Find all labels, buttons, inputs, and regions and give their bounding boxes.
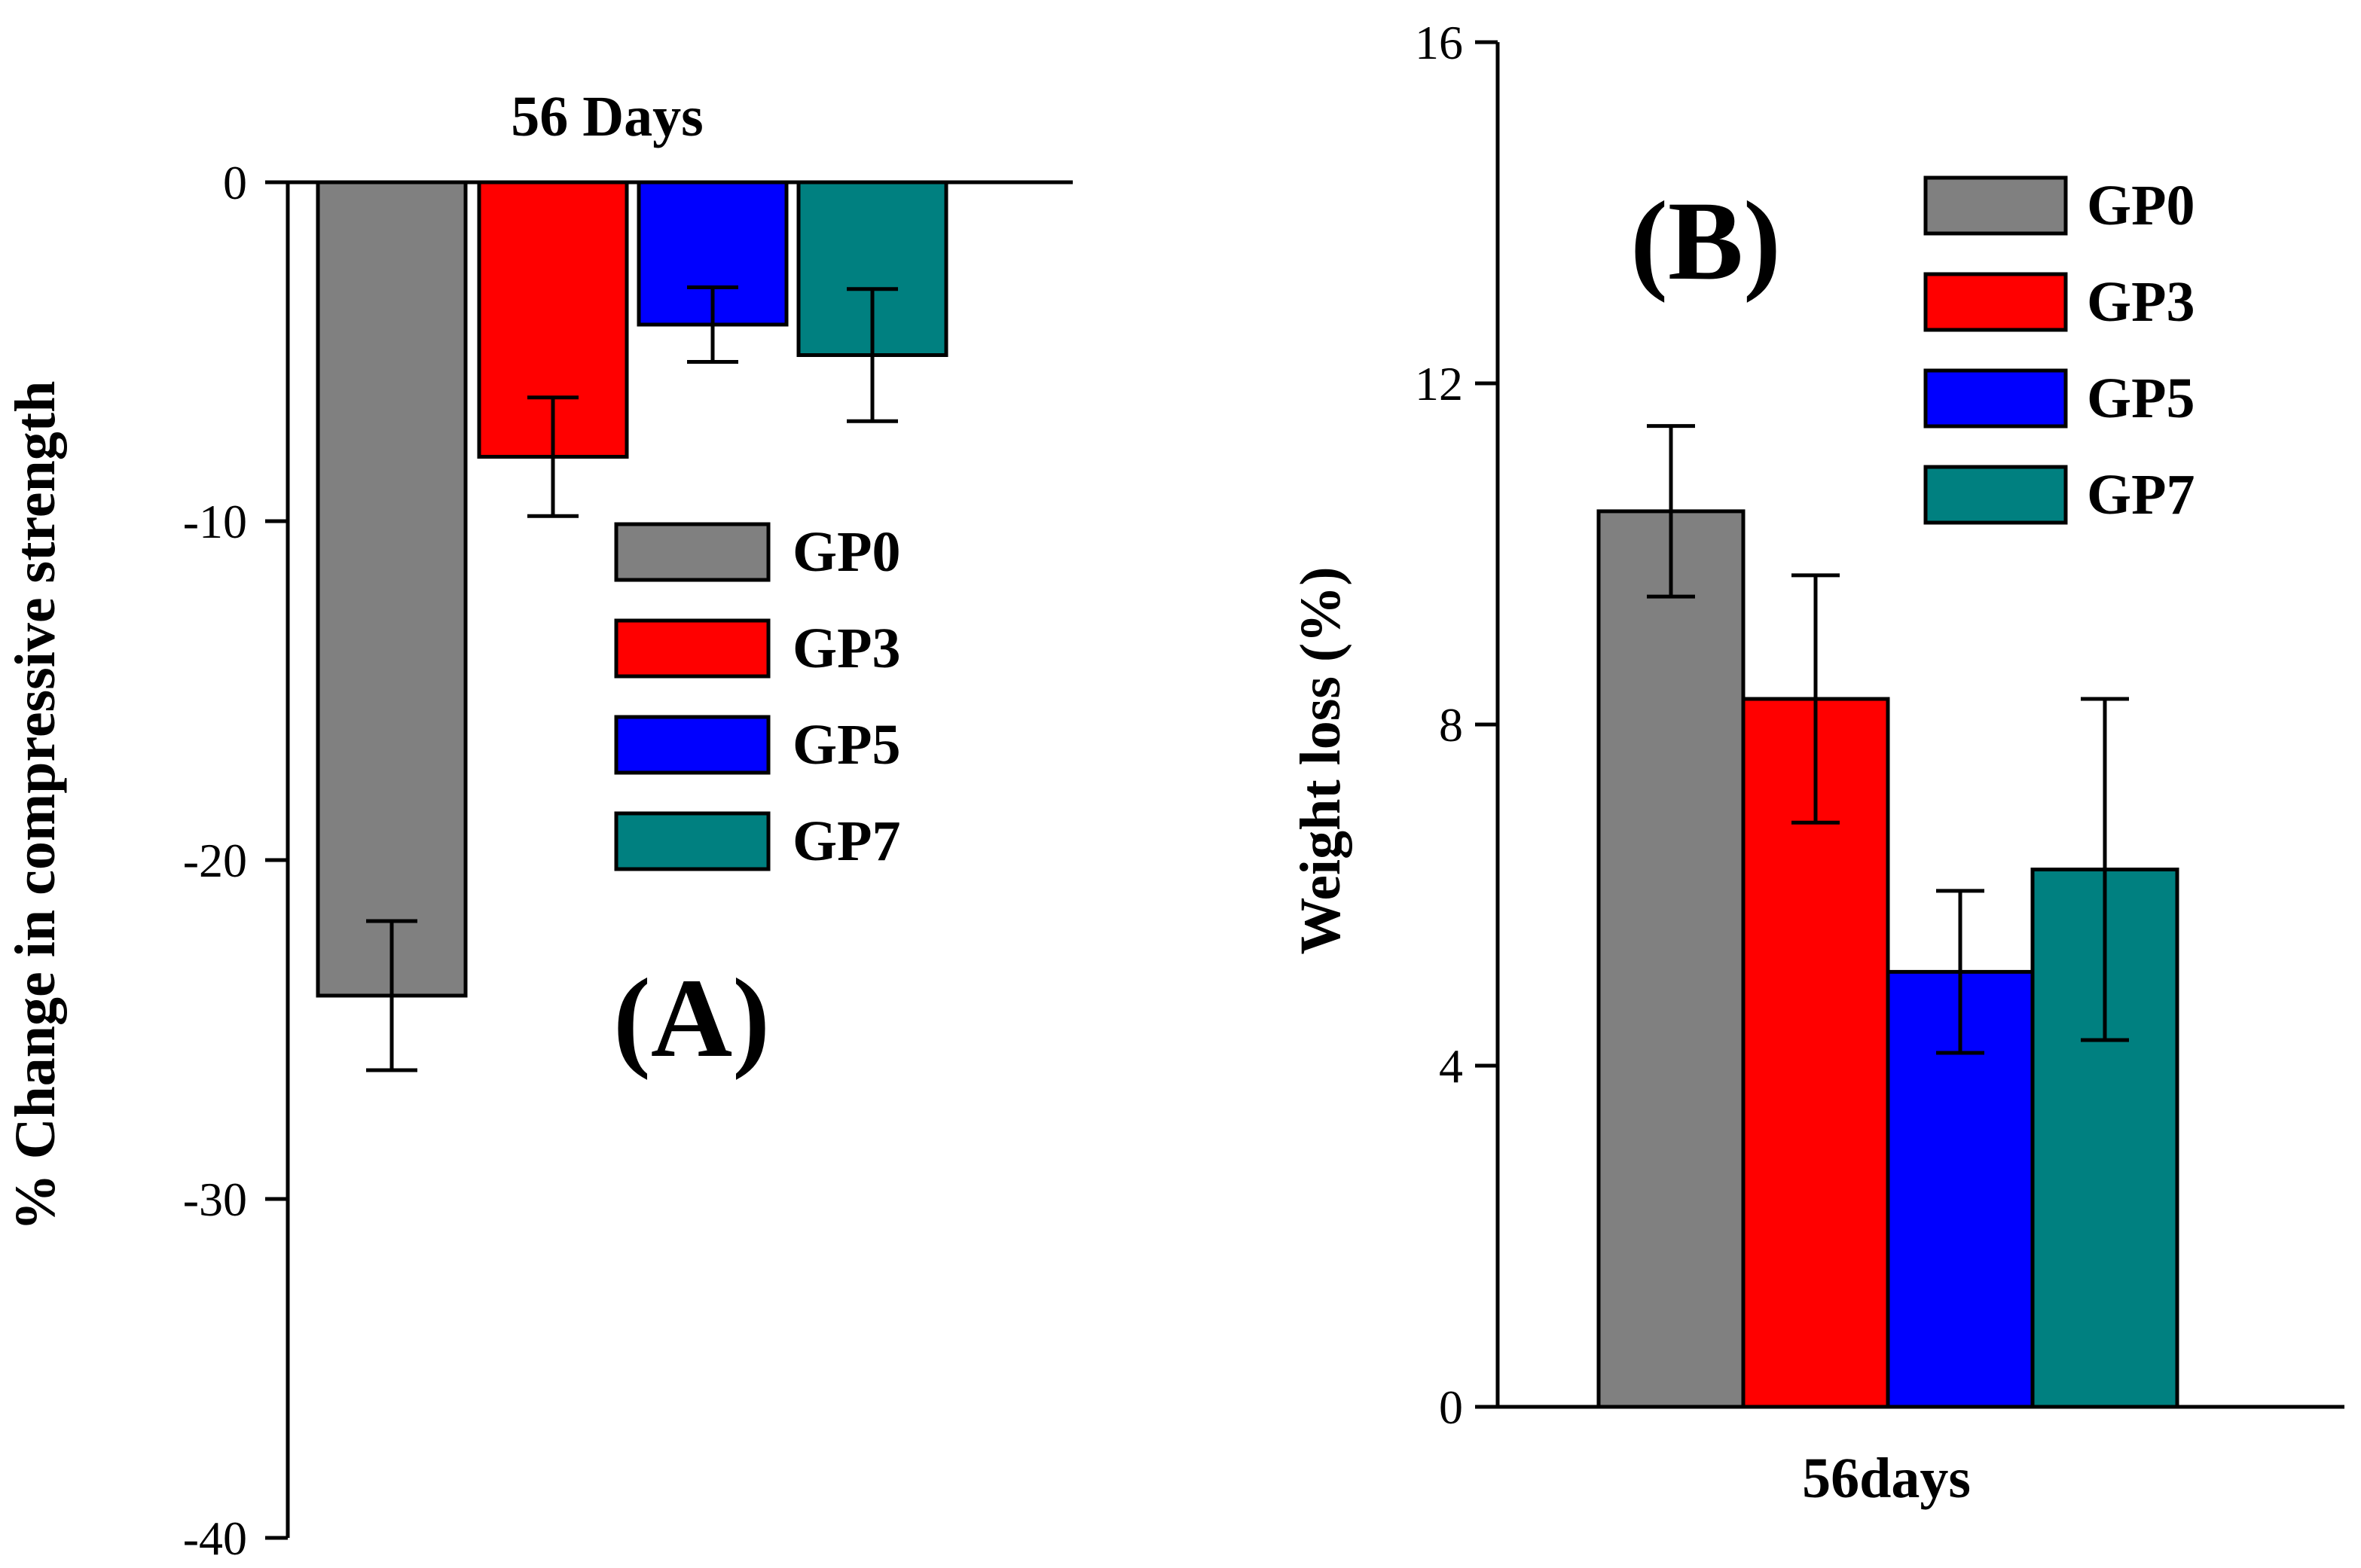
chart-a-legend-label-gp3: GP3 xyxy=(793,617,901,680)
chart-b-panel-label: (B) xyxy=(1630,178,1781,304)
chart-a-legend-swatch-gp5 xyxy=(614,715,771,775)
chart-a-y-tick-label: -30 xyxy=(183,1173,247,1226)
chart-b-legend-label-gp5: GP5 xyxy=(2087,367,2195,430)
chart-b-y-ticks: 0 4 8 12 16 xyxy=(1415,16,1498,1434)
chart-a-title: 56 Days xyxy=(511,85,703,148)
chart-b-y-tick-label: 4 xyxy=(1439,1039,1463,1093)
chart-a-y-tick-label: -10 xyxy=(183,495,247,548)
chart-b-legend-swatch-gp5 xyxy=(1923,368,2068,429)
chart-b-legend: GP0 GP3 GP5 GP7 xyxy=(1923,174,2195,526)
chart-b-y-tick-label: 0 xyxy=(1439,1380,1463,1434)
chart-a-legend: GP0 GP3 GP5 GP7 xyxy=(614,520,901,873)
chart-b-y-tick-label: 16 xyxy=(1415,16,1463,69)
chart-a-panel-label: (A) xyxy=(613,956,770,1081)
chart-b-error-bars xyxy=(1647,424,2129,1055)
chart-a-bars xyxy=(316,180,948,998)
chart-a-y-tick-label: 0 xyxy=(223,156,247,209)
chart-b-axes xyxy=(1495,42,2344,1409)
chart-a-y-axis-title: % Change in compressive strength xyxy=(4,381,67,1231)
chart-b-legend-swatch-gp7 xyxy=(1923,465,2068,525)
chart-a-y-ticks: 0 -10 -20 -30 -40 xyxy=(183,156,288,1565)
chart-a-axes xyxy=(286,180,1073,1538)
chart-a-legend-label-gp5: GP5 xyxy=(793,713,901,776)
chart-b-y-tick-label: 12 xyxy=(1415,357,1463,410)
chart-b-y-axis-title: Weight loss (%) xyxy=(1289,566,1352,954)
chart-b-bar-gp0 xyxy=(1596,509,1746,1409)
chart-a-error-bars xyxy=(366,285,898,1072)
chart-b-legend-label-gp3: GP3 xyxy=(2087,270,2195,334)
chart-b-legend-label-gp7: GP7 xyxy=(2087,463,2195,526)
chart-b-x-axis-title: 56days xyxy=(1802,1447,1971,1510)
chart-b-legend-swatch-gp3 xyxy=(1923,272,2068,332)
chart-b-y-tick-label: 8 xyxy=(1439,698,1463,752)
chart-b-legend-label-gp0: GP0 xyxy=(2087,174,2195,237)
chart-a-legend-swatch-gp0 xyxy=(614,522,771,582)
panel-a: 56 Days % Change in compressive strength… xyxy=(4,85,1073,1565)
chart-a-legend-swatch-gp7 xyxy=(614,811,771,871)
chart-b-legend-swatch-gp0 xyxy=(1923,175,2068,236)
chart-a-legend-label-gp0: GP0 xyxy=(793,520,901,584)
chart-a-legend-swatch-gp3 xyxy=(614,618,771,679)
chart-a-y-tick-label: -20 xyxy=(183,834,247,887)
chart-a-bar-gp0 xyxy=(316,180,468,998)
chart-b-bars xyxy=(1596,509,2179,1409)
chart-a-y-tick-label: -40 xyxy=(183,1512,247,1565)
chart-a-legend-label-gp7: GP7 xyxy=(793,810,901,873)
